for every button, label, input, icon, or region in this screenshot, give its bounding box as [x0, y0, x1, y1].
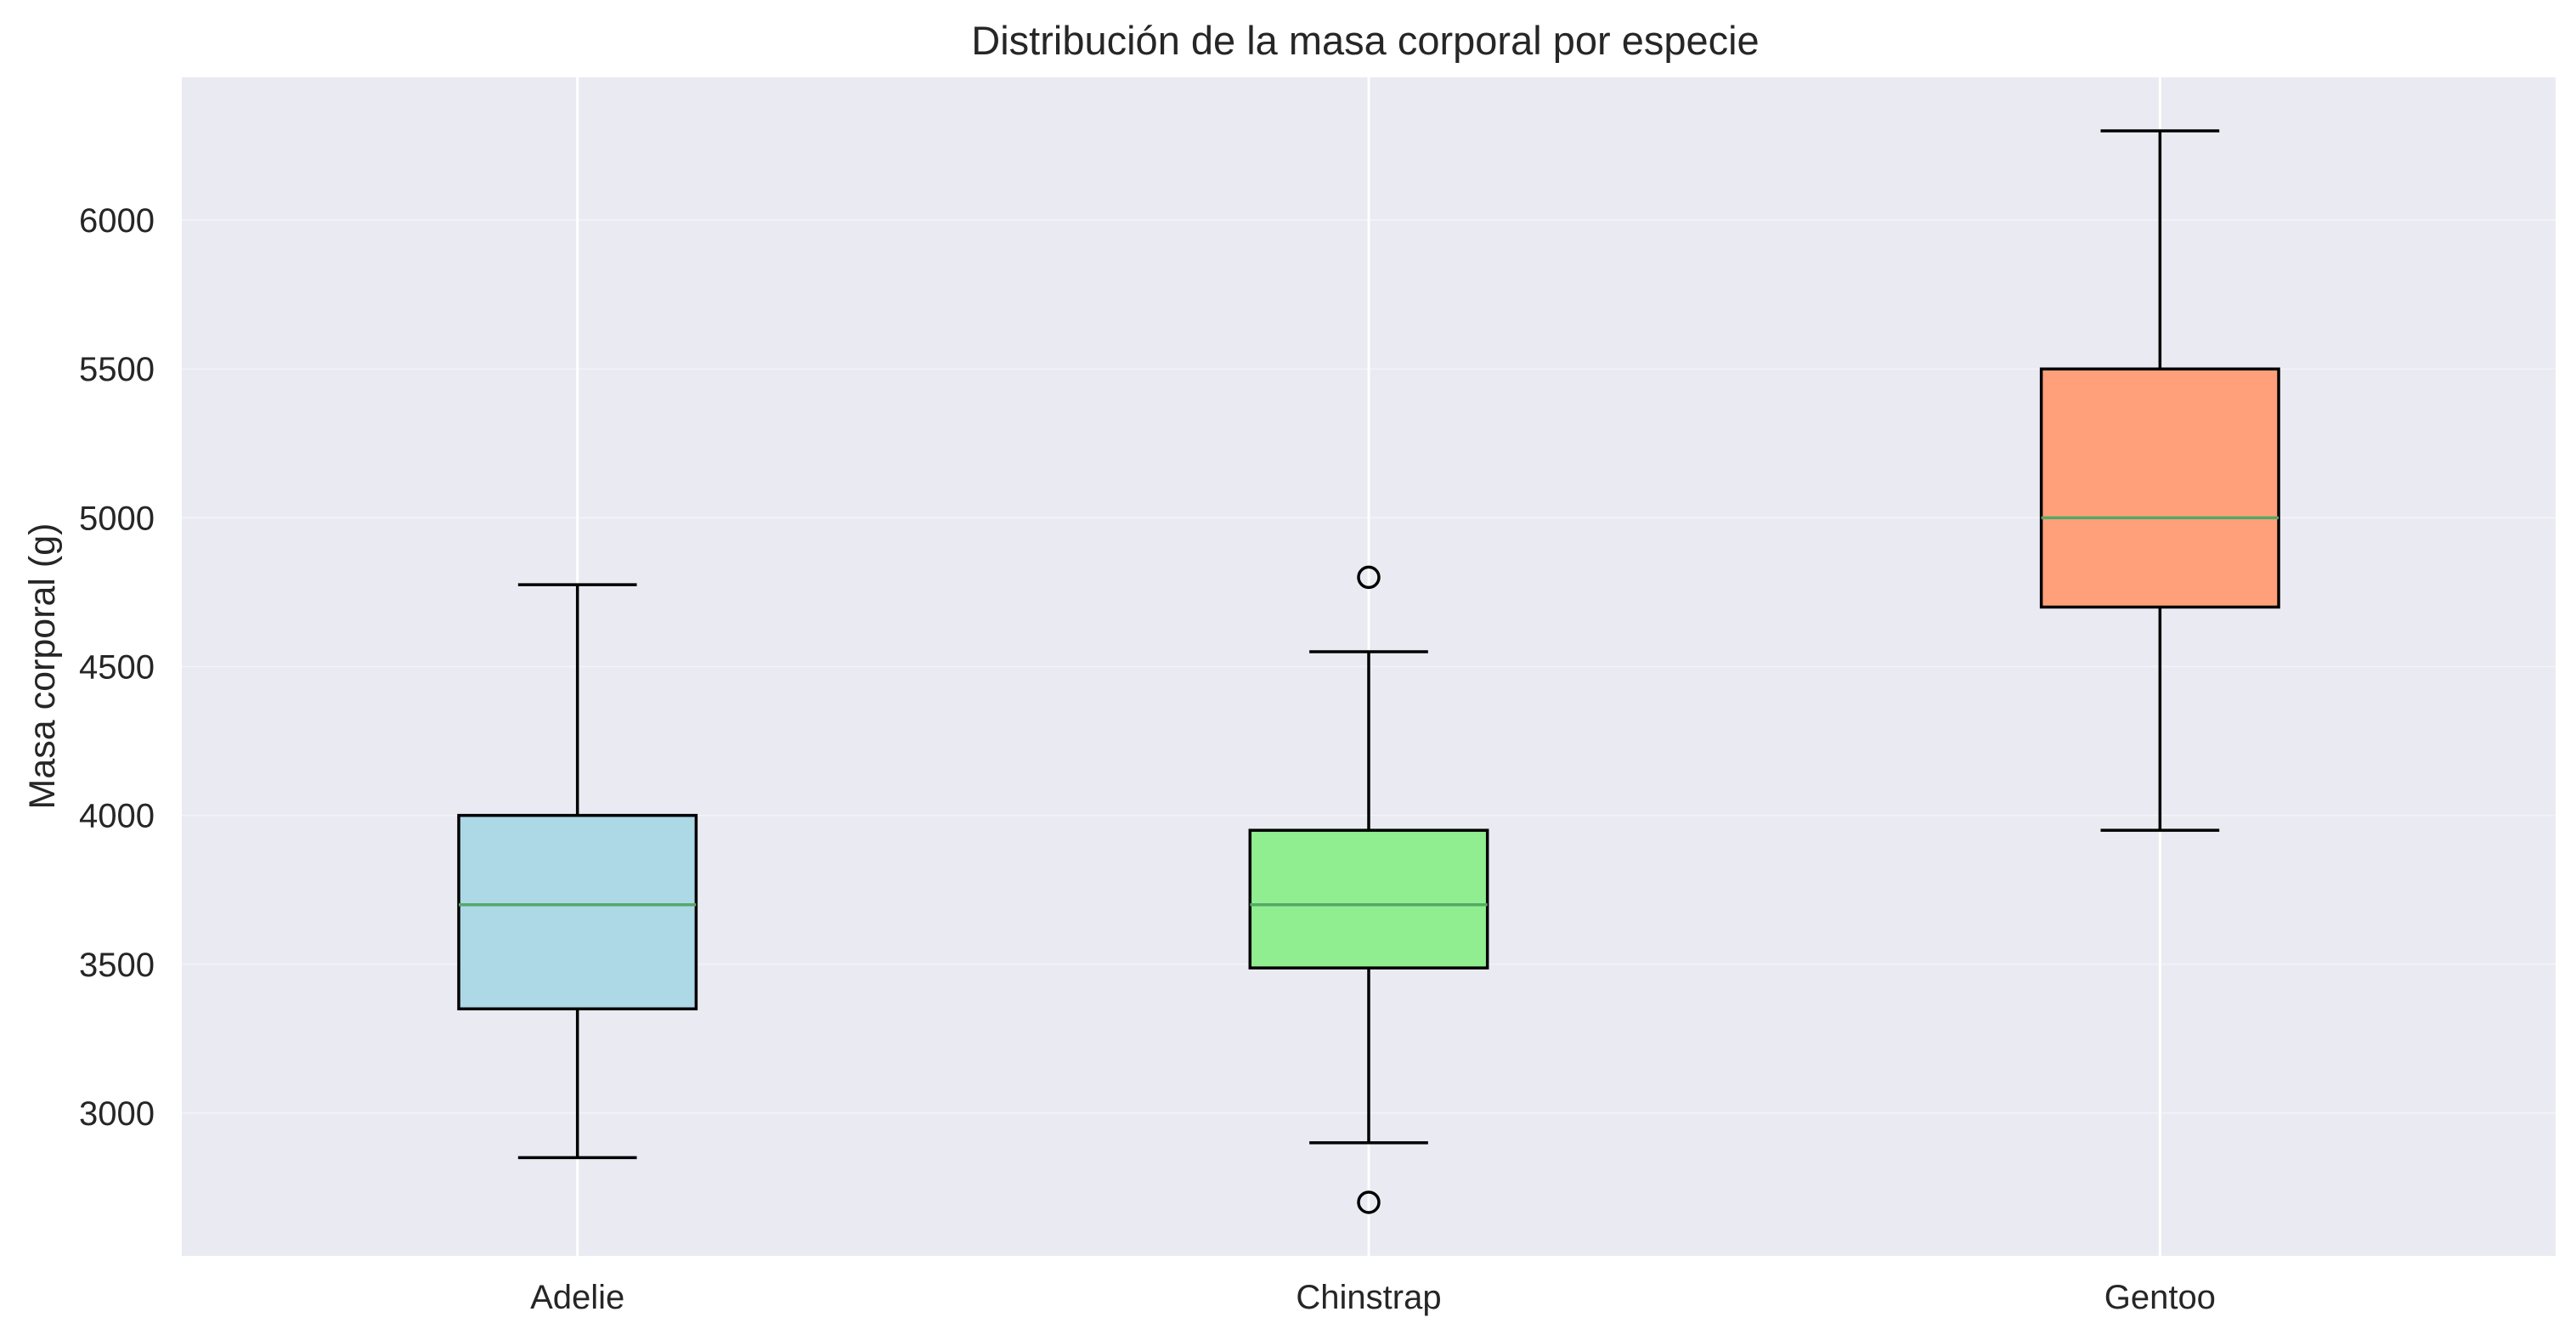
- tick-labels-group: 3000 3500 4000 4500 5000 5500 6000 Adelie Chinst…: [79, 202, 2216, 1316]
- box-iqr: [1248, 828, 1489, 970]
- box-chinstrap: [1248, 565, 1489, 1214]
- outlier-point: [1357, 1190, 1381, 1214]
- boxes-group: [457, 129, 2280, 1214]
- x-tick-label: Adelie: [530, 1279, 624, 1316]
- y-tick-label: 4000: [79, 798, 155, 835]
- chart-title: Distribución de la masa corporal por esp…: [971, 18, 1759, 63]
- x-tick-label: Chinstrap: [1296, 1279, 1441, 1316]
- box-adelie: [457, 583, 698, 1160]
- x-tick-label: Gentoo: [2104, 1279, 2216, 1316]
- box-gentoo: [2039, 129, 2280, 832]
- outlier-point: [1357, 565, 1381, 590]
- y-tick-label: 4500: [79, 649, 155, 687]
- y-tick-label: 6000: [79, 202, 155, 240]
- y-tick-label: 5500: [79, 351, 155, 388]
- y-tick-label: 3500: [79, 947, 155, 984]
- y-tick-label: 5000: [79, 500, 155, 537]
- box-iqr: [2039, 367, 2280, 609]
- y-tick-label: 3000: [79, 1095, 155, 1133]
- box-iqr: [457, 813, 698, 1011]
- y-axis-label: Masa corporal (g): [22, 523, 63, 810]
